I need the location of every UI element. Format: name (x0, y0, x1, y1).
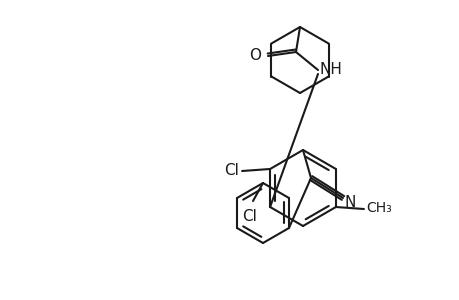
Text: NH: NH (319, 61, 342, 76)
Text: Cl: Cl (242, 209, 257, 224)
Text: O: O (248, 47, 260, 62)
Text: N: N (343, 195, 355, 210)
Text: CH₃: CH₃ (365, 201, 391, 215)
Text: Cl: Cl (224, 163, 239, 178)
